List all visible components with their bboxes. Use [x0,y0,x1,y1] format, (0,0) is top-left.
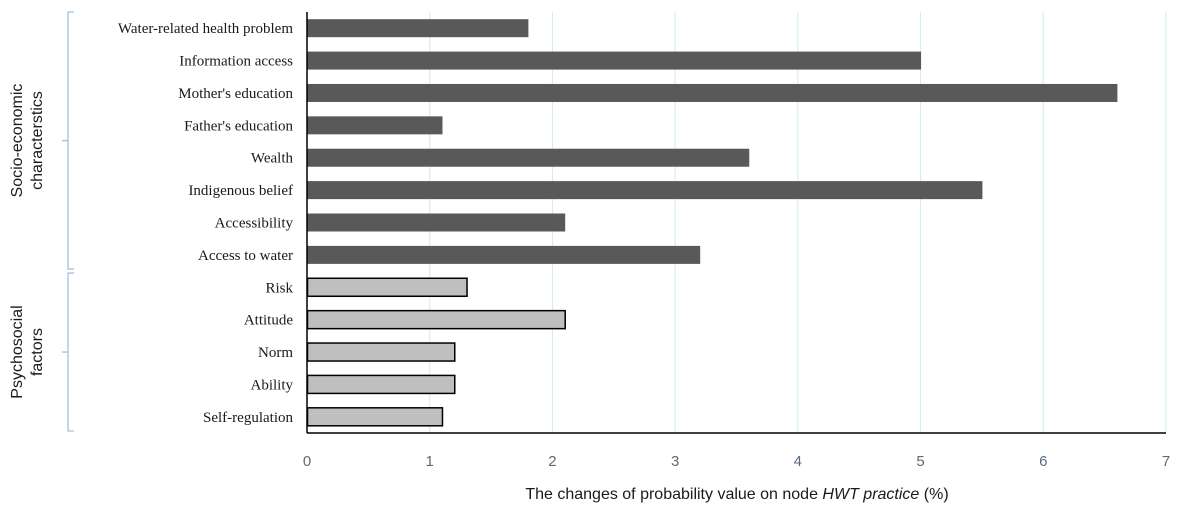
x-tick-label-7: 7 [1162,453,1170,470]
bar-accessibility [307,213,566,232]
bar-attitude [306,309,566,330]
bar-wealth [307,148,750,167]
bar-norm [306,342,456,362]
group-bracket-1 [62,272,74,432]
category-label-wealth: Wealth [251,151,294,167]
category-label-father-s-education: Father's education [184,118,293,134]
x-axis-title-prefix: The changes of probability value on node [525,486,822,503]
category-label-mother-s-education: Mother's education [178,86,293,102]
group-label-1-line-1: factors [29,328,46,376]
group-label-0-line-1: characterstics [29,91,46,190]
category-label-self-regulation: Self-regulation [203,410,293,426]
x-tick-label-2: 2 [548,453,556,470]
x-axis-title: The changes of probability value on node… [525,486,948,503]
x-tick-label-6: 6 [1039,453,1047,470]
category-label-ability: Ability [250,377,293,393]
bar-information-access [307,51,922,70]
group-bracket-0 [62,11,74,270]
category-label-norm: Norm [258,345,293,361]
bar-mother-s-education [307,83,1118,102]
x-tick-label-1: 1 [426,453,434,470]
bar-father-s-education [307,116,443,135]
x-tick-labels: 0 1 2 3 4 5 6 7 [303,453,1170,470]
grid-lines [429,12,1167,433]
bars [306,19,1118,427]
group-label-1-line-0: Psychosocial [9,305,26,398]
category-label-accessibility: Accessibility [215,216,294,232]
bar-self-regulation [306,407,444,427]
bar-risk [306,277,468,298]
axes [306,12,1166,434]
bar-indigenous-belief [307,181,983,200]
x-tick-label-0: 0 [303,453,311,470]
bar-access-to-water [307,245,701,264]
category-label-water-related-health-problem: Water-related health problem [118,21,293,37]
category-label-risk: Risk [265,280,293,296]
category-label-indigenous-belief: Indigenous belief [188,183,293,199]
x-tick-label-3: 3 [671,453,679,470]
category-label-access-to-water: Access to water [198,248,293,264]
x-tick-label-4: 4 [794,453,802,470]
bar-ability [306,374,456,395]
x-axis-title-suffix: (%) [919,486,948,503]
category-labels: Water-related health problem Information … [118,21,294,426]
category-label-attitude: Attitude [244,313,294,329]
category-label-information-access: Information access [179,54,293,70]
group-brackets: Socio-economic characterstics Psychosocial… [9,11,74,432]
x-axis-title-italic: HWT practice [822,486,919,503]
group-label-0-line-0: Socio-economic [9,84,26,198]
bar-water-related-health-problem [307,19,529,38]
x-tick-label-5: 5 [916,453,924,470]
